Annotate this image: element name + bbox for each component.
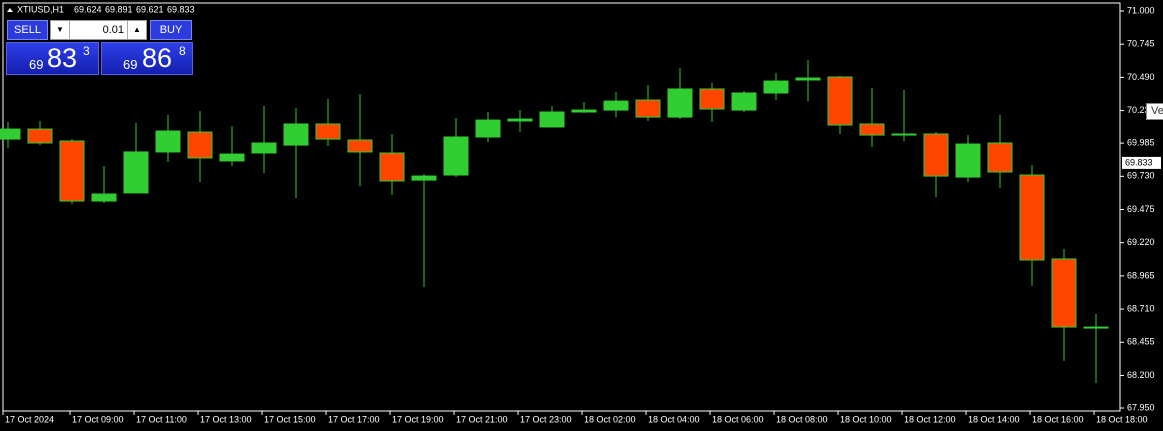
candle-body xyxy=(187,131,213,159)
candle-body xyxy=(891,133,917,136)
x-tick-label: 17 Oct 17:00 xyxy=(328,414,380,424)
y-tick-label: 69.985 xyxy=(1127,137,1155,147)
candle-body xyxy=(539,111,565,128)
candle-body xyxy=(763,80,789,94)
buy-button[interactable]: BUY xyxy=(150,20,192,40)
y-tick-label: 68.200 xyxy=(1127,370,1155,380)
candle-body xyxy=(219,153,245,162)
candle-body xyxy=(411,175,437,181)
header-value: 69.891 xyxy=(105,4,133,14)
bid-main: 83 xyxy=(47,43,78,73)
x-tick-label: 18 Oct 14:00 xyxy=(968,414,1020,424)
ask-main: 86 xyxy=(142,43,173,73)
candle-body xyxy=(443,136,469,176)
y-tick-label: 68.710 xyxy=(1127,303,1155,313)
candle-body xyxy=(699,88,725,110)
x-tick-label: 17 Oct 09:00 xyxy=(72,414,124,424)
lot-input[interactable]: ▼ 0.01 ▲ xyxy=(50,20,147,40)
x-tick-label: 17 Oct 23:00 xyxy=(520,414,572,424)
candle-body xyxy=(251,142,277,154)
header-value: 69.624 xyxy=(74,4,102,14)
ask-sup: 8 xyxy=(179,44,186,58)
current-price-box xyxy=(1122,156,1161,169)
candle-body xyxy=(1083,326,1109,329)
candle-body xyxy=(315,123,341,140)
candle-body xyxy=(955,143,981,178)
x-tick-label: 17 Oct 21:00 xyxy=(456,414,508,424)
x-tick-label: 18 Oct 02:00 xyxy=(584,414,636,424)
tooltip: Ve xyxy=(1146,103,1163,120)
bid-box[interactable]: 69 83 3 xyxy=(6,42,99,75)
y-tick-label: 69.220 xyxy=(1127,237,1155,247)
y-tick-label: 69.475 xyxy=(1127,204,1155,214)
candle-body xyxy=(571,109,597,113)
x-tick-label: 18 Oct 06:00 xyxy=(712,414,764,424)
candle-body xyxy=(27,128,53,144)
y-tick-label: 71.000 xyxy=(1127,5,1155,15)
ask-prefix: 69 xyxy=(123,57,138,72)
plot-frame xyxy=(2,2,1121,412)
lot-up[interactable]: ▲ xyxy=(127,21,146,39)
sell-button[interactable]: SELL xyxy=(7,20,48,40)
x-tick-label: 17 Oct 11:00 xyxy=(136,414,187,424)
current-price-label: 69.833 xyxy=(1125,157,1153,167)
trade-panel: SELL ▼ 0.01 ▲ BUY 69 83 3 69 86 8 xyxy=(0,0,200,80)
y-tick-label: 68.455 xyxy=(1127,337,1155,347)
x-tick-label: 18 Oct 10:00 xyxy=(840,414,892,424)
candle-body xyxy=(667,88,693,118)
y-tick-label: 70.490 xyxy=(1127,72,1155,82)
candle-body xyxy=(0,128,21,140)
x-tick-label: 17 Oct 19:00 xyxy=(392,414,444,424)
candle-body xyxy=(379,152,405,182)
candle-body xyxy=(123,151,149,194)
candle-body xyxy=(283,123,309,146)
y-tick-label: 68.965 xyxy=(1127,270,1155,280)
candle-body xyxy=(155,130,181,153)
x-tick-label: 18 Oct 16:00 xyxy=(1032,414,1084,424)
x-tick-label: 17 Oct 15:00 xyxy=(264,414,316,424)
candle-body xyxy=(603,100,629,111)
candle-body xyxy=(827,76,853,126)
y-tick-label: 70.235 xyxy=(1127,105,1155,115)
candle-body xyxy=(635,99,661,118)
x-tick-label: 18 Oct 04:00 xyxy=(648,414,700,424)
header-value: 69.833 xyxy=(167,4,195,14)
bid-prefix: 69 xyxy=(29,57,44,72)
x-tick-label: 17 Oct 13:00 xyxy=(200,414,252,424)
candle-body xyxy=(859,123,885,136)
x-tick-label: 18 Oct 12:00 xyxy=(904,414,956,424)
ask-box[interactable]: 69 86 8 xyxy=(101,42,193,75)
symbol: XTIUSD,H1 xyxy=(17,4,64,14)
candle-body xyxy=(731,92,757,111)
candle-body xyxy=(507,118,533,122)
y-tick-label: 70.745 xyxy=(1127,39,1155,49)
y-tick-label: 67.950 xyxy=(1127,402,1155,412)
y-tick-label: 69.730 xyxy=(1127,171,1155,181)
candle-body xyxy=(923,133,949,177)
x-tick-label: 17 Oct 2024 xyxy=(5,414,54,424)
candle-body xyxy=(1051,258,1077,328)
candle-body xyxy=(91,193,117,202)
bid-sup: 3 xyxy=(83,44,90,58)
lot-value: 0.01 xyxy=(102,24,124,36)
candle-body xyxy=(987,142,1013,173)
x-tick-label: 18 Oct 08:00 xyxy=(776,414,828,424)
candle-body xyxy=(795,77,821,81)
header-value: 69.621 xyxy=(136,4,164,14)
candle-body xyxy=(475,119,501,138)
candle-body xyxy=(1019,174,1045,261)
candle-body xyxy=(59,140,85,202)
x-tick-label: 18 Oct 18:00 xyxy=(1096,414,1148,424)
candle-body xyxy=(347,139,373,153)
lot-down[interactable]: ▼ xyxy=(51,21,70,39)
collapse-icon[interactable] xyxy=(7,8,13,12)
